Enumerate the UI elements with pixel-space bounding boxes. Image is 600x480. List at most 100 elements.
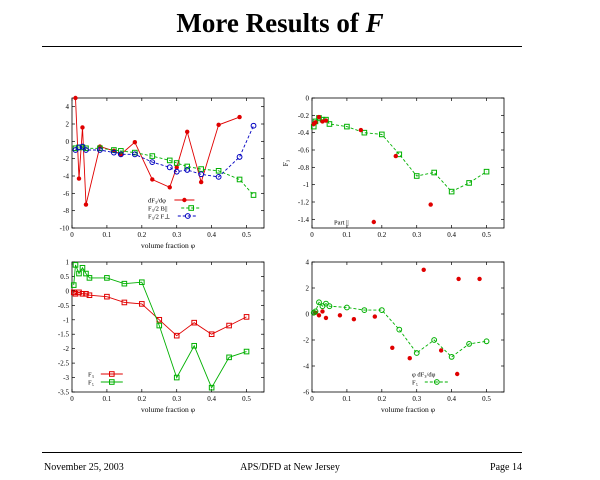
y-tick-label: -0.2 xyxy=(298,112,310,120)
data-point xyxy=(372,314,378,319)
legend-marker xyxy=(455,371,460,377)
x-tick-label: 0.2 xyxy=(377,231,386,239)
data-point xyxy=(104,293,110,300)
data-point xyxy=(76,270,82,277)
title-divider xyxy=(42,46,522,47)
legend-label: F₃ xyxy=(88,372,94,379)
data-point xyxy=(378,307,385,314)
x-tick-label: 0.3 xyxy=(172,231,181,239)
data-point xyxy=(316,114,322,120)
data-point xyxy=(139,301,145,307)
data-point xyxy=(379,131,385,138)
data-point xyxy=(121,299,128,306)
x-tick-label: 0.3 xyxy=(412,231,421,239)
data-point xyxy=(198,171,205,178)
data-point xyxy=(226,354,232,361)
data-point xyxy=(79,143,86,150)
series-1 xyxy=(311,114,433,207)
y-tick-label: -0.4 xyxy=(298,129,310,137)
data-point xyxy=(79,264,86,271)
data-point xyxy=(208,384,215,391)
data-point xyxy=(250,192,257,198)
y-tick-label: 0 xyxy=(66,287,70,295)
data-point xyxy=(131,151,138,158)
data-point xyxy=(216,122,221,128)
y-tick-label: -6 xyxy=(63,190,69,198)
data-point xyxy=(316,313,322,318)
data-point xyxy=(191,319,197,326)
data-point xyxy=(73,95,78,101)
data-point xyxy=(70,282,77,288)
slide-title-text: More Results of xyxy=(176,8,366,38)
legend-label: φ dF₃/dφ xyxy=(412,372,436,379)
x-tick-label: 0 xyxy=(310,231,314,239)
data-point xyxy=(173,332,180,339)
data-point xyxy=(198,179,204,185)
legend-marker xyxy=(109,371,115,377)
y-tick-label: 4 xyxy=(66,103,70,111)
data-point xyxy=(323,315,329,321)
y-tick-label: -2 xyxy=(63,155,69,163)
x-tick-label: 0.4 xyxy=(207,395,216,403)
y-tick-label: 1 xyxy=(66,259,70,267)
y-tick-label: -1.5 xyxy=(58,331,70,339)
data-point xyxy=(83,202,89,207)
data-point xyxy=(483,168,490,175)
x-tick-label: 0.2 xyxy=(137,395,146,403)
data-point xyxy=(448,188,455,195)
y-tick-label: -1.4 xyxy=(298,216,310,224)
data-point xyxy=(117,151,124,158)
y-tick-label: -4 xyxy=(303,363,309,371)
data-point xyxy=(413,173,420,179)
data-point xyxy=(243,314,250,320)
x-tick-label: 0.1 xyxy=(103,231,112,239)
data-point xyxy=(428,202,433,207)
legend-label: Part || xyxy=(334,220,349,227)
x-tick-label: 0.4 xyxy=(447,395,456,403)
x-tick-label: 0.1 xyxy=(343,395,352,403)
data-point xyxy=(320,309,325,314)
x-tick-label: 0.4 xyxy=(207,231,216,239)
y-tick-label: 4 xyxy=(306,259,310,267)
data-point xyxy=(313,120,318,125)
data-point xyxy=(250,122,257,129)
y-tick-label: 2 xyxy=(306,285,310,293)
y-tick-label: -6 xyxy=(303,389,309,397)
data-point xyxy=(173,168,180,175)
y-tick-label: -4 xyxy=(63,173,69,181)
data-point xyxy=(316,299,322,306)
plot-frame xyxy=(71,261,265,393)
series-1 xyxy=(310,299,490,360)
x-tick-label: 0.1 xyxy=(103,395,112,403)
data-point xyxy=(358,127,364,133)
y-tick-label: -3 xyxy=(63,374,69,382)
legend-label: F₃/2 F⊥ xyxy=(148,214,170,221)
slide-title-variable: F xyxy=(365,8,384,38)
x-tick-label: 0 xyxy=(70,395,74,403)
x-tick-label: 0.3 xyxy=(172,395,181,403)
data-point xyxy=(83,270,89,277)
y-tick-label: 0 xyxy=(306,311,310,319)
data-point xyxy=(72,262,79,268)
x-tick-label: 0.1 xyxy=(343,231,352,239)
data-point xyxy=(448,354,455,360)
x-tick-label: 0.5 xyxy=(482,395,491,403)
data-point xyxy=(184,167,191,173)
data-point xyxy=(76,176,82,181)
legend-marker xyxy=(182,197,187,203)
data-point xyxy=(396,326,403,333)
plot-frame xyxy=(71,97,265,229)
data-point xyxy=(86,275,93,281)
data-point xyxy=(70,289,77,296)
plot-frame xyxy=(311,97,505,229)
data-point xyxy=(97,147,103,153)
y-axis-label: F₃ xyxy=(281,159,290,166)
data-point xyxy=(431,337,438,343)
legend-marker xyxy=(184,213,191,219)
data-point xyxy=(184,163,190,170)
x-tick-label: 0.4 xyxy=(447,231,456,239)
data-point xyxy=(104,275,110,281)
data-point xyxy=(361,307,368,314)
data-point xyxy=(149,153,156,159)
plot-frame xyxy=(311,261,505,393)
